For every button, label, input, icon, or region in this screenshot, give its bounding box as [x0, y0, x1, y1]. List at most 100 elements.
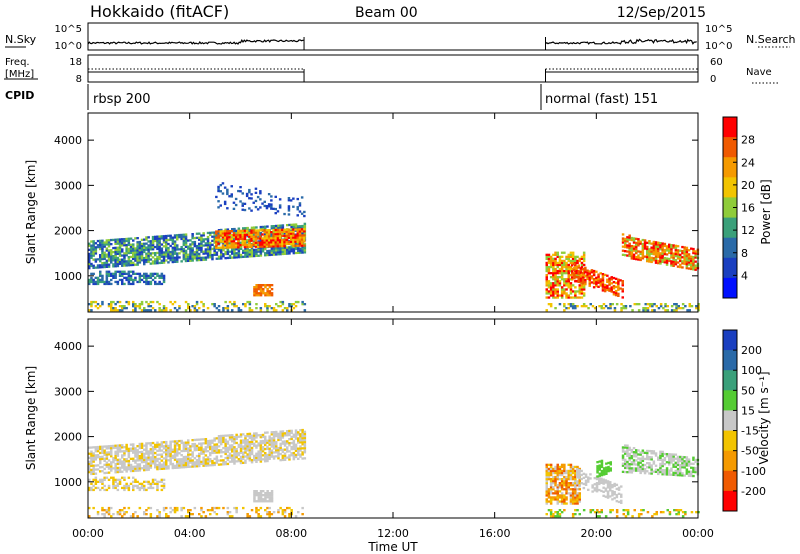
velocity-cell [674, 473, 678, 477]
velocity-cell [626, 466, 629, 470]
velocity-cell [611, 498, 614, 501]
power-cell [235, 229, 238, 232]
velocity-cell [165, 455, 168, 458]
power-cell [590, 271, 594, 274]
power-cell [123, 262, 126, 265]
velocity-cell [110, 515, 113, 518]
power-cell [245, 233, 249, 236]
power-cell [129, 251, 133, 254]
power-cell [692, 251, 695, 255]
power-cell [92, 240, 95, 243]
power-cell [88, 258, 91, 262]
velocity-cell [165, 467, 168, 470]
velocity-cell [233, 454, 236, 457]
velocity-cell [545, 494, 548, 497]
power-cell [694, 266, 697, 269]
velocity-cell [112, 446, 115, 450]
velocity-cell [556, 484, 559, 487]
velocity-cell [637, 461, 640, 464]
power-cell [184, 251, 188, 255]
power-cell [232, 207, 236, 210]
power-cell [681, 252, 684, 255]
power-cell [270, 243, 273, 246]
power-cell [149, 252, 153, 255]
velocity-cell [127, 453, 131, 457]
power-cell [180, 260, 183, 263]
velocity-cell [255, 452, 258, 455]
power-cell [147, 254, 150, 257]
power-cell [270, 249, 274, 252]
velocity-cell [92, 506, 95, 510]
power-cell [285, 238, 288, 242]
power-cell [648, 260, 651, 263]
power-cell [94, 305, 98, 308]
power-cell [105, 247, 109, 250]
power-cell [624, 254, 627, 257]
power-cell [132, 282, 135, 286]
power-cell [101, 247, 104, 250]
power-cell [272, 227, 276, 230]
velocity-cell [281, 456, 285, 460]
power-cell [206, 254, 210, 257]
power-cell [579, 271, 583, 274]
power-cell [219, 190, 222, 193]
power-cell [237, 256, 241, 259]
velocity-cell [554, 484, 557, 487]
power-cell [571, 305, 575, 308]
power-cell [173, 246, 177, 249]
velocity-cell [554, 490, 557, 493]
power-cell [158, 309, 161, 312]
velocity-cell [628, 465, 631, 468]
velocity-cell [299, 455, 302, 458]
velocity-cell [248, 515, 252, 518]
power-cell [670, 254, 673, 257]
velocity-cell [123, 476, 126, 479]
velocity-cell [189, 465, 192, 468]
power-cell [165, 309, 168, 312]
velocity-cell [668, 453, 671, 456]
power-cell [579, 277, 583, 280]
power-cell [287, 207, 291, 210]
power-cell [165, 239, 168, 242]
power-cell [184, 233, 188, 236]
velocity-cell [259, 490, 263, 493]
power-cell [676, 261, 680, 264]
power-cell [220, 251, 223, 254]
power-cell [287, 232, 291, 235]
velocity-cell [250, 434, 254, 437]
power-cell [545, 253, 548, 256]
velocity-cell [90, 460, 93, 463]
power-cell [252, 243, 255, 246]
velocity-cell [138, 465, 142, 468]
power-cell [581, 274, 585, 277]
power-cell [668, 249, 671, 252]
power-cell [610, 276, 613, 279]
power-cell [145, 238, 148, 241]
power-cell [599, 284, 602, 287]
power-cell [237, 246, 240, 249]
power-cell [250, 239, 253, 242]
power-cell [90, 309, 93, 312]
velocity-cell [149, 466, 153, 469]
velocity-cell [613, 484, 616, 488]
velocity-cell [549, 496, 553, 499]
velocity-cell [200, 452, 203, 455]
power-cell [94, 248, 98, 251]
power-cell [283, 232, 287, 235]
power-cell [303, 244, 306, 247]
power-cell [547, 253, 551, 256]
power-cell [151, 278, 155, 282]
velocity-cell [165, 515, 168, 518]
power-cell [579, 281, 583, 284]
velocity-cell [281, 458, 285, 462]
power-cell [253, 288, 256, 291]
velocity-cell [96, 450, 100, 453]
velocity-cell [659, 456, 662, 459]
power-cell [226, 244, 229, 247]
power-cell [105, 241, 109, 244]
power-cell [292, 307, 296, 310]
power-cell [149, 258, 153, 261]
power-cell [255, 284, 258, 287]
power-cell [92, 264, 95, 267]
velocity-cell [598, 460, 601, 463]
